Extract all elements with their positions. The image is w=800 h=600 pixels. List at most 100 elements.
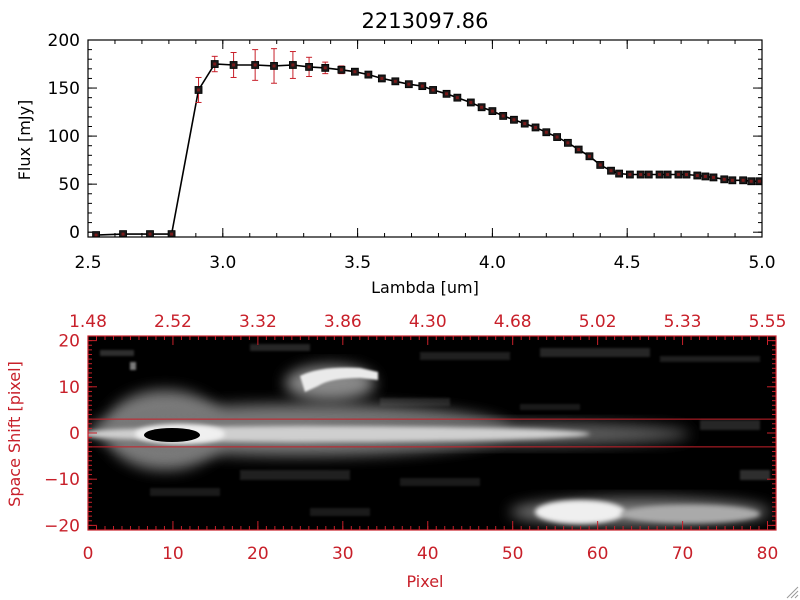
- pixel-tick-label: 60: [587, 544, 609, 564]
- pixel-tick-label: 0: [83, 544, 94, 564]
- data-point-core: [639, 173, 643, 177]
- wavelength-tick-label: 3.86: [324, 312, 362, 332]
- pixel-tick-label: 20: [247, 544, 269, 564]
- data-point-core: [431, 88, 435, 92]
- data-point-core: [469, 100, 473, 104]
- x-axis-label: Lambda [um]: [371, 278, 479, 297]
- data-point-core: [213, 62, 217, 66]
- space-shift-axis-label: Space Shift [pixel]: [5, 361, 24, 507]
- y-tick-label: 100: [48, 127, 80, 147]
- data-point-core: [121, 232, 125, 236]
- wavelength-tick-label: 2.52: [154, 312, 192, 332]
- data-point-core: [703, 174, 707, 178]
- shift-tick-label: −20: [44, 516, 80, 536]
- wavelength-tick-label: 4.68: [494, 312, 532, 332]
- data-point-core: [757, 179, 761, 183]
- data-point-core: [609, 169, 613, 173]
- wavelength-tick-label: 5.33: [664, 312, 702, 332]
- data-point-core: [253, 63, 257, 67]
- wavelength-tick-label: 4.30: [409, 312, 447, 332]
- data-point-core: [617, 172, 621, 176]
- pixel-tick-label: 70: [672, 544, 694, 564]
- data-point-core: [407, 82, 411, 86]
- spectral-image: [88, 336, 776, 530]
- data-point-core: [749, 179, 753, 183]
- resize-grip-icon[interactable]: [786, 586, 799, 599]
- shift-tick-label: 10: [58, 378, 80, 398]
- data-point-core: [544, 130, 548, 134]
- data-point-core: [566, 141, 570, 145]
- spectrum-panel: 2213097.86 2.5 3.0 3.5 4.0 4.5 5.0 0 50 100 150 20…: [15, 9, 776, 297]
- data-point-core: [666, 173, 670, 177]
- chart-title: 2213097.86: [362, 9, 489, 33]
- data-point-core: [339, 68, 343, 72]
- data-point-core: [695, 173, 699, 177]
- pixel-tick-label: 40: [417, 544, 439, 564]
- wavelength-tick-label: 1.48: [69, 312, 107, 332]
- spectral-image-panel: 0 10 20 30 40 50 60 70 80 1.48 2.52 3.32 3.86 4.30 4.6…: [5, 312, 786, 591]
- spectrum-series: [92, 48, 762, 237]
- data-point-core: [741, 178, 745, 182]
- x-tick-label: 4.0: [479, 253, 506, 273]
- data-point-core: [445, 92, 449, 96]
- spectrum-tick-labels: 2.5 3.0 3.5 4.0 4.5 5.0 0 50 100 150 200: [48, 31, 776, 273]
- data-point-core: [711, 175, 715, 179]
- data-point-core: [170, 232, 174, 236]
- data-point-core: [577, 148, 581, 152]
- data-point-core: [323, 66, 327, 70]
- y-tick-label: 150: [48, 79, 80, 99]
- data-point-core: [420, 84, 424, 88]
- data-point-core: [587, 154, 591, 158]
- pixel-tick-label: 50: [502, 544, 524, 564]
- data-point-core: [307, 65, 311, 69]
- data-point-core: [366, 73, 370, 77]
- x-tick-label: 2.5: [74, 253, 101, 273]
- pixel-axis-label: Pixel: [406, 572, 443, 591]
- data-point-core: [534, 125, 538, 129]
- data-point-core: [512, 118, 516, 122]
- shift-tick-label: 0: [69, 424, 80, 444]
- spectrum-plot-frame: [87, 39, 763, 238]
- data-point-core: [480, 105, 484, 109]
- data-point-core: [353, 70, 357, 74]
- data-point-core: [232, 63, 236, 67]
- y-tick-label: 0: [69, 223, 80, 243]
- data-point-core: [94, 233, 98, 237]
- data-point-core: [658, 173, 662, 177]
- data-point-core: [523, 122, 527, 126]
- shift-tick-label: 20: [58, 332, 80, 352]
- data-point-core: [148, 232, 152, 236]
- data-point-core: [685, 173, 689, 177]
- data-point-core: [291, 63, 295, 67]
- pixel-tick-label: 10: [162, 544, 184, 564]
- flux-line: [96, 63, 760, 236]
- y-axis-label: Flux [mJy]: [15, 100, 34, 181]
- data-point-core: [380, 76, 384, 80]
- x-tick-label: 3.5: [344, 253, 371, 273]
- x-tick-label: 3.0: [209, 253, 236, 273]
- data-point-core: [197, 88, 201, 92]
- data-point-core: [722, 177, 726, 181]
- image-frame: [87, 335, 777, 531]
- wavelength-tick-label: 5.02: [579, 312, 617, 332]
- data-point-core: [628, 173, 632, 177]
- data-point-core: [598, 163, 602, 167]
- wavelength-tick-label: 5.55: [749, 312, 787, 332]
- data-point-core: [730, 178, 734, 182]
- data-point-core: [676, 173, 680, 177]
- x-tick-label: 4.5: [614, 253, 641, 273]
- pixel-tick-label: 80: [757, 544, 779, 564]
- data-point-core: [490, 109, 494, 113]
- y-tick-label: 50: [58, 175, 80, 195]
- data-point-core: [455, 96, 459, 100]
- data-point-core: [555, 135, 559, 139]
- shift-tick-label: −10: [44, 470, 80, 490]
- wavelength-tick-label: 3.32: [239, 312, 277, 332]
- data-point-core: [272, 64, 276, 68]
- x-tick-label: 5.0: [748, 253, 775, 273]
- data-point-core: [501, 114, 505, 118]
- y-tick-label: 200: [48, 31, 80, 51]
- image-tick-labels: 0 10 20 30 40 50 60 70 80 1.48 2.52 3.32 3.86 4.30 4.6…: [44, 312, 786, 564]
- pixel-tick-label: 30: [332, 544, 354, 564]
